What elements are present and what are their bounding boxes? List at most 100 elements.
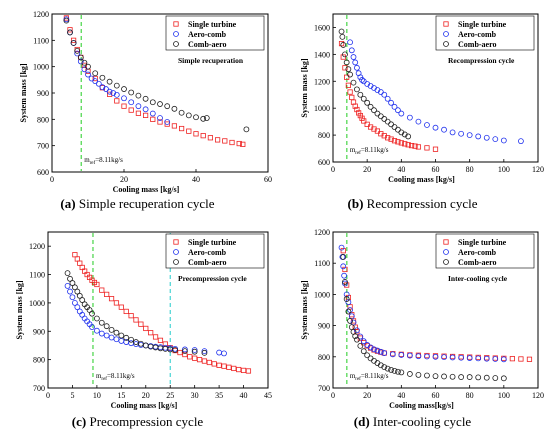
data-point	[150, 116, 156, 122]
data-point	[121, 103, 127, 109]
data-point	[206, 359, 212, 366]
data-point	[67, 27, 73, 33]
data-point	[113, 82, 120, 89]
data-point	[79, 297, 86, 303]
data-point	[391, 103, 398, 110]
legend-label: Single turbine	[188, 20, 237, 29]
cycle-annotation: Recompression cycle	[448, 56, 515, 65]
caption-c-letter: (c)	[71, 414, 87, 429]
data-point	[352, 59, 359, 66]
data-point	[74, 256, 80, 262]
y-tick-label: 700	[37, 142, 49, 151]
data-point	[128, 336, 135, 343]
data-point	[106, 88, 113, 95]
caption-a: (a) Simple recuperation cycle	[0, 196, 275, 212]
data-point	[381, 91, 388, 98]
data-point	[186, 128, 192, 134]
legend-marker	[173, 239, 179, 245]
data-point	[349, 94, 355, 101]
data-point	[118, 332, 125, 339]
y-tick-label: 1100	[33, 36, 49, 45]
x-tick-label: 40	[240, 391, 248, 400]
legend-label: Single turbine	[188, 238, 237, 247]
data-point	[71, 37, 77, 43]
data-point	[94, 281, 100, 288]
y-tick-label: 1200	[314, 228, 330, 237]
ref-annotation: mref=8.11kg/s	[96, 372, 135, 382]
x-tick-label: 10	[93, 391, 101, 400]
data-point	[142, 106, 149, 113]
x-axis-label: Cooling mass [kg/s]	[111, 401, 178, 410]
data-point	[93, 327, 100, 334]
data-point	[133, 339, 139, 345]
data-point	[171, 123, 177, 129]
data-point	[377, 362, 384, 369]
data-point	[500, 137, 507, 144]
data-point	[367, 103, 374, 110]
data-point	[89, 310, 95, 317]
data-point	[142, 342, 149, 349]
x-tick-label: 20	[120, 175, 128, 184]
data-point	[357, 112, 363, 119]
data-point	[385, 135, 391, 141]
data-point	[216, 362, 222, 368]
caption-b-letter: (b)	[347, 196, 364, 211]
data-point	[338, 244, 345, 251]
data-point	[345, 299, 352, 306]
data-point	[123, 308, 129, 315]
data-point	[64, 282, 71, 289]
data-point	[92, 75, 98, 82]
data-point	[347, 307, 353, 313]
ref-annotation: mref=8.11kg/s	[350, 146, 389, 156]
data-point	[203, 115, 210, 121]
data-point	[103, 323, 110, 330]
data-point	[149, 110, 156, 117]
data-point	[339, 33, 346, 40]
data-point	[391, 367, 398, 374]
data-point	[354, 64, 360, 71]
cycle-annotation: Inter-cooling cycle	[448, 274, 508, 283]
x-tick-label: 20	[142, 391, 150, 400]
data-point	[128, 89, 135, 96]
data-point	[449, 129, 456, 136]
data-point	[345, 66, 352, 73]
x-tick-label: 60	[264, 175, 272, 184]
data-point	[402, 141, 408, 147]
x-tick-label: 35	[215, 391, 223, 400]
data-point	[398, 352, 405, 358]
data-point	[395, 107, 401, 114]
data-point	[384, 118, 391, 125]
data-point	[405, 133, 412, 140]
x-tick-label: 100	[498, 165, 510, 174]
data-point	[69, 294, 76, 301]
data-point	[201, 358, 208, 364]
data-point	[389, 351, 396, 358]
y-axis-label: System mass [kg]	[300, 58, 309, 117]
data-point	[398, 140, 404, 146]
legend-marker	[173, 21, 179, 27]
chart-panel-c: 0 5 10 15 20 25 30 35 40 45 700 800 900 1000 1100 1200 C…	[15, 231, 272, 410]
data-point	[231, 365, 237, 372]
caption-d-letter: (d)	[353, 414, 370, 429]
data-point	[342, 65, 348, 71]
data-point	[342, 279, 348, 285]
data-point	[364, 352, 371, 359]
data-point	[211, 361, 217, 367]
data-point	[89, 324, 95, 330]
data-point	[104, 291, 110, 298]
legend-box	[165, 15, 265, 51]
data-point	[360, 338, 367, 345]
data-point	[118, 338, 125, 344]
data-point	[70, 40, 77, 46]
data-point	[164, 121, 170, 127]
data-point	[432, 124, 439, 131]
data-point	[207, 135, 213, 141]
data-point	[229, 139, 235, 146]
data-point	[99, 74, 106, 81]
data-point	[187, 354, 193, 360]
data-point	[384, 95, 391, 102]
data-point	[221, 350, 227, 357]
caption-c-text: Precompression cycle	[86, 414, 204, 429]
data-point	[85, 71, 91, 78]
